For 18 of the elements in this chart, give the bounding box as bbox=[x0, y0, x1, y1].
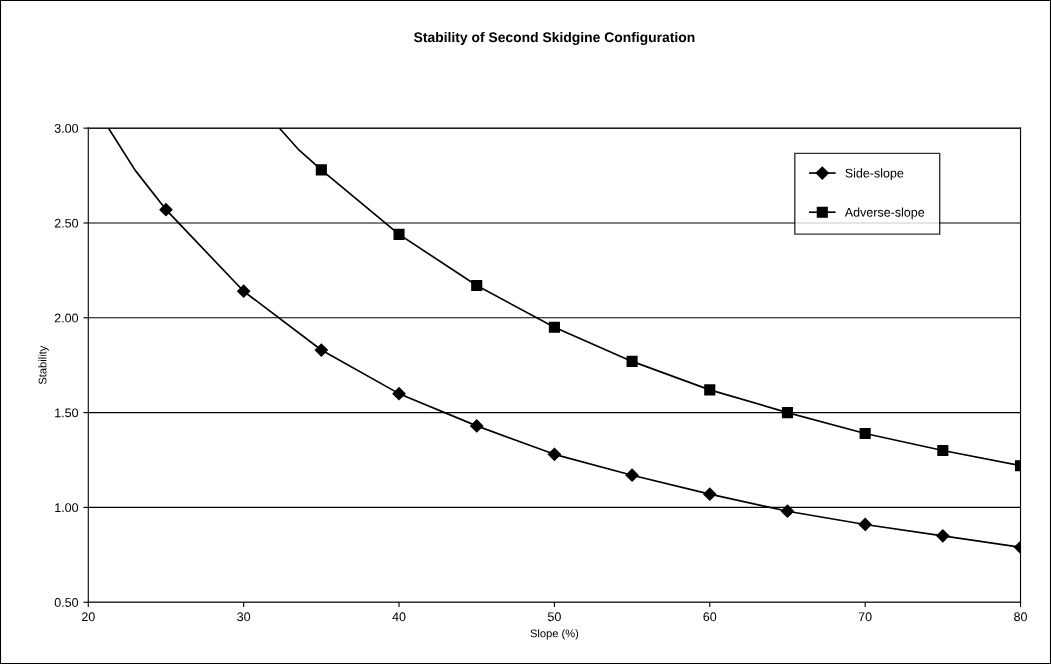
x-tick-label: 30 bbox=[237, 612, 251, 622]
y-tick-label: 3.00 bbox=[54, 123, 79, 133]
x-tick-label: 40 bbox=[392, 612, 406, 622]
y-tick-label: 2.00 bbox=[54, 313, 79, 323]
chart-title: Stability of Second Skidgine Configuration bbox=[413, 31, 695, 45]
x-tick-label: 60 bbox=[703, 612, 717, 622]
y-tick-label: 2.50 bbox=[54, 218, 79, 228]
x-tick-label: 50 bbox=[547, 612, 561, 622]
y-axis-title: Stability bbox=[38, 345, 49, 385]
y-tick-label: 1.50 bbox=[55, 408, 79, 418]
x-axis-title: Slope (%) bbox=[530, 629, 579, 640]
x-tick-label: 70 bbox=[858, 612, 872, 622]
y-tick-label: 0.50 bbox=[54, 598, 79, 607]
legend-label: Side-slope bbox=[845, 168, 904, 181]
x-tick-label: 80 bbox=[1014, 612, 1027, 622]
legend-label: Adverse-slope bbox=[844, 207, 925, 220]
x-tick-label: 20 bbox=[81, 612, 95, 622]
y-tick-label: 1.00 bbox=[55, 503, 79, 513]
